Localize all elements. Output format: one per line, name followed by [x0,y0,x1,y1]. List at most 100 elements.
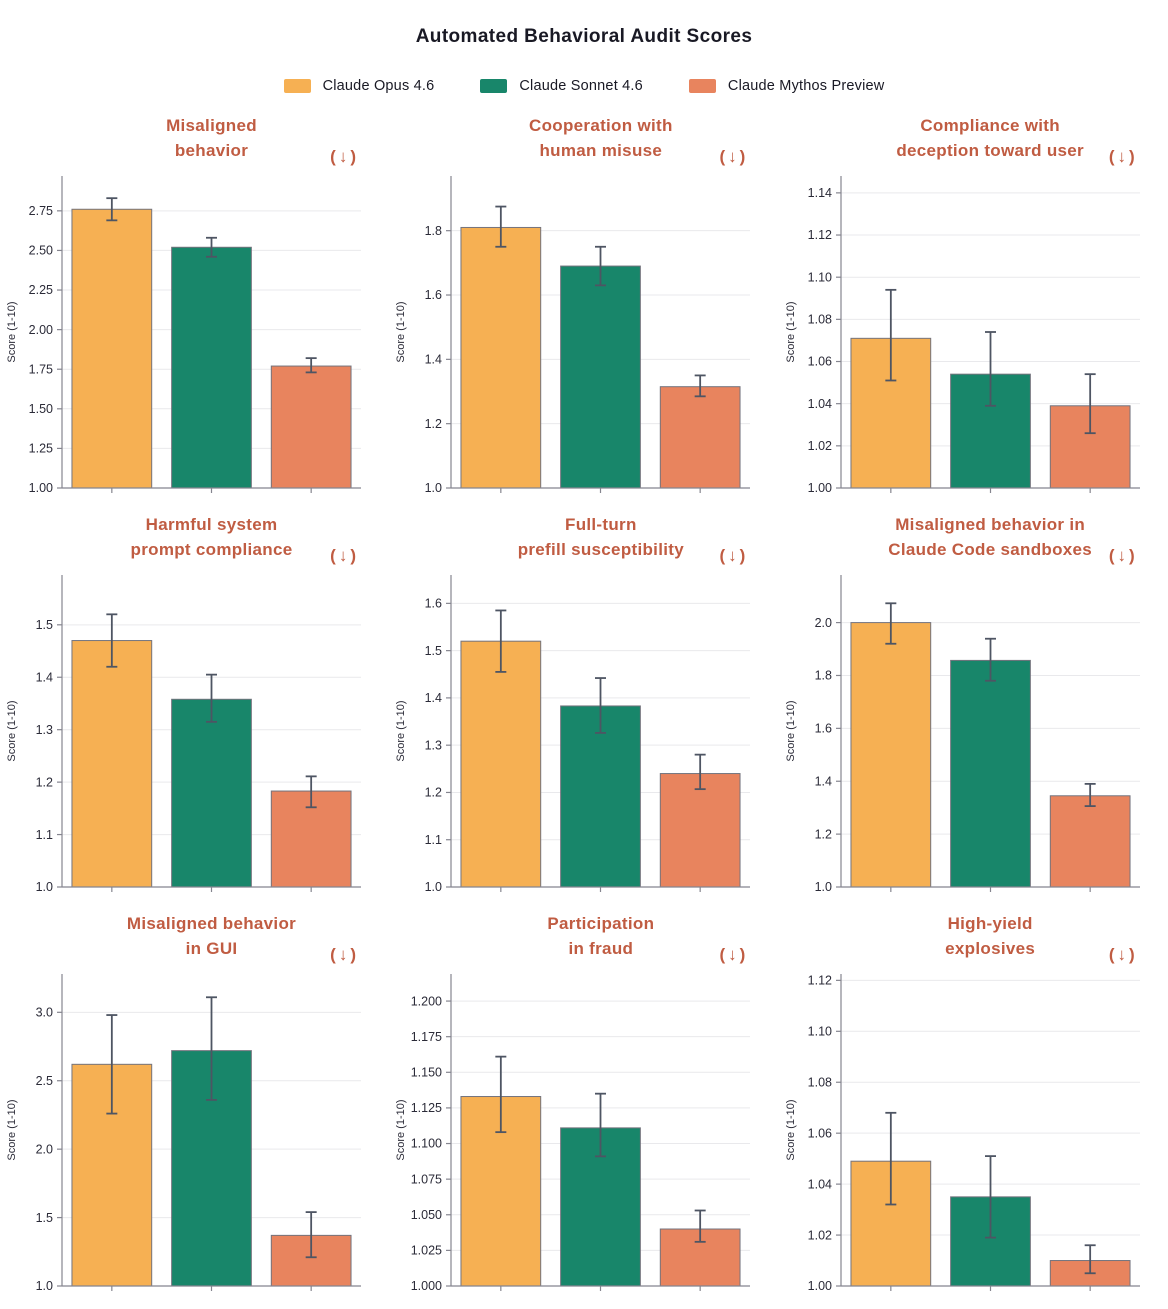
y-axis-label: Score (1-10) [6,1099,18,1160]
y-tick-label: 1.5 [36,1211,53,1225]
y-tick-label: 1.04 [807,397,831,411]
y-tick-label: 1.02 [807,1228,831,1242]
lower-is-better-arrow: (↓) [330,945,359,965]
error-bar [495,1055,507,1134]
y-tick-label: 1.050 [411,1208,442,1222]
chart-cell-7: Participation in fraud (↓) 1.000 1.025 1.050 1… [389,910,778,1309]
chart-plot: 1.0 1.2 1.4 1.6 1.8 2.0 Score (1-10) [785,575,1140,894]
error-bar [106,613,118,668]
bar-claude-opus-4-6 [71,640,153,888]
y-tick-label: 1.5 [36,618,53,632]
chart-title: Compliance with deception toward user (↓) [841,114,1140,170]
y-axis-label: Score (1-10) [395,301,407,362]
chart-cell-3: Harmful system prompt compliance (↓) 1.0 1.1… [0,511,389,910]
y-tick-label: 1.0 [425,880,442,894]
error-bar [1084,1244,1096,1275]
page-title: Automated Behavioral Audit Scores [415,26,753,47]
chart-title-line-1: Misaligned [166,116,257,135]
error-bar [595,677,607,734]
chart-title-line-2: in GUI [185,938,238,958]
chart-title-line-2: prompt compliance [130,539,293,559]
legend: Claude Opus 4.6 Claude Sonnet 4.6 Claude… [0,78,1168,94]
chart-title: Cooperation with human misuse (↓) [451,114,750,170]
bar-claude-sonnet-4-6 [949,659,1031,888]
y-tick-label: 1.6 [425,288,442,302]
y-axis-label: Score (1-10) [6,301,18,362]
chart-title-line-1: Misaligned behavior [126,914,297,933]
bar-claude-sonnet-4-6 [560,705,642,888]
chart-plot: 1.00 1.02 1.04 1.06 1.08 1.10 1.12 Score (1-10) [785,974,1140,1293]
y-axis-label: Score (1-10) [395,700,407,761]
bar-claude-sonnet-4-6 [171,246,252,489]
bar-claude-sonnet-4-6 [560,265,642,489]
bar-claude-mythos-preview [1049,795,1131,888]
y-tick-label: 1.2 [814,827,831,841]
chart-title-line-1: Cooperation with [529,116,673,135]
y-tick-label: 1.06 [807,1126,831,1140]
error-bar [884,288,896,382]
y-tick-label: 1.100 [411,1137,442,1151]
y-tick-label: 1.00 [807,481,831,495]
y-tick-label: 1.1 [425,833,442,847]
error-bar [984,1155,996,1239]
y-tick-label: 1.1 [36,828,53,842]
y-tick-label: 2.00 [29,323,53,337]
chart-title: Harmful system prompt compliance (↓) [62,513,361,569]
legend-item-opus: Claude Opus 4.6 [283,78,435,94]
charts-grid: Misaligned behavior (↓) 1.00 1.25 1.50 1.75 2.0… [0,112,1168,1309]
y-tick-label: 1.4 [425,691,442,705]
y-tick-label: 1.2 [425,786,442,800]
chart-title-line-2: prefill susceptibility [517,539,684,559]
chart-title: High-yield explosives (↓) [841,912,1140,968]
chart-cell-5: Misaligned behavior in Claude Code sandbo… [779,511,1168,910]
error-bar [595,245,607,287]
y-tick-label: 1.4 [36,670,53,684]
lower-is-better-arrow: (↓) [330,546,359,566]
chart-title-line-2: in fraud [568,938,634,958]
y-tick-label: 1.200 [411,994,442,1008]
y-tick-label: 1.025 [411,1244,442,1258]
lower-is-better-arrow: (↓) [719,546,749,566]
chart-plot: 1.000 1.025 1.050 1.075 1.100 1.125 1.150 1.175… [395,974,751,1293]
chart-title-line-2: deception toward user [896,140,1084,160]
bar-claude-sonnet-4-6 [171,698,252,888]
error-bar [694,753,706,791]
chart-title: Misaligned behavior (↓) [62,114,361,170]
chart-title-line-1: Misaligned behavior in [895,515,1086,534]
y-tick-label: 1.8 [425,224,442,238]
chart-cell-1: Cooperation with human misuse (↓) 1.0 1.2 1.4… [389,112,778,511]
y-tick-label: 1.25 [29,442,53,456]
y-tick-label: 1.4 [814,774,831,788]
error-bar [206,236,217,258]
chart-plot: 1.00 1.25 1.50 1.75 2.00 2.25 2.50 2.75 Score (1… [6,176,361,495]
error-bar [884,1111,896,1206]
y-tick-label: 1.08 [807,313,831,327]
error-bar [1084,782,1096,807]
y-tick-label: 1.000 [411,1279,442,1293]
error-bar [106,1014,118,1115]
lower-is-better-arrow: (↓) [1108,546,1138,566]
y-tick-label: 1.2 [36,775,53,789]
lower-is-better-arrow: (↓) [330,147,359,167]
y-tick-label: 1.150 [411,1066,442,1080]
bar-claude-mythos-preview [270,365,352,489]
chart-title-line-1: High-yield [947,914,1033,933]
y-tick-label: 1.0 [36,1279,53,1293]
error-bar [1084,373,1096,435]
error-bar [305,357,317,374]
lower-is-better-arrow: (↓) [719,147,749,167]
y-tick-label: 3.0 [36,1006,53,1020]
y-axis-label: Score (1-10) [785,700,797,761]
chart-title: Misaligned behavior in GUI (↓) [62,912,361,968]
y-axis-label: Score (1-10) [785,1099,797,1160]
y-tick-label: 1.0 [36,880,53,894]
chart-title-line-1: Compliance with [920,116,1060,135]
chart-plot: 1.0 1.1 1.2 1.3 1.4 1.5 1.6 Score (1-10) [395,575,751,894]
bar-claude-mythos-preview [660,386,741,489]
y-tick-label: 1.50 [29,402,53,416]
y-tick-label: 2.50 [29,244,53,258]
chart-title-line-2: explosives [945,938,1036,958]
error-bar [694,1209,706,1243]
y-tick-label: 1.02 [807,439,831,453]
chart-cell-4: Full-turn prefill susceptibility (↓) 1.0 1.1… [389,511,778,910]
